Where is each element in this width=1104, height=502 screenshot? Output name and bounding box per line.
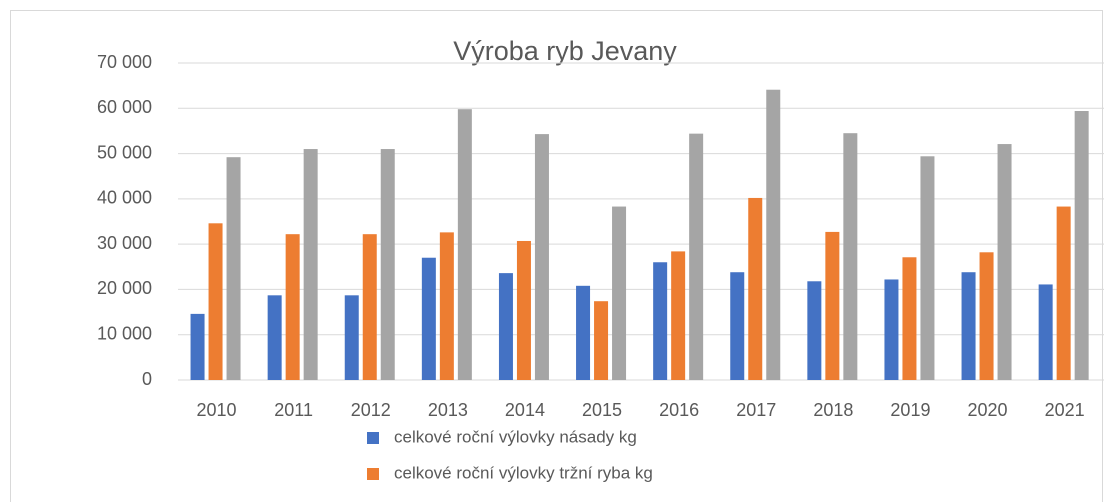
bar xyxy=(190,313,205,380)
bar xyxy=(498,273,513,380)
bar xyxy=(748,197,763,380)
bar xyxy=(285,234,300,380)
x-tick-label: 2011 xyxy=(274,400,313,420)
x-tick-label: 2018 xyxy=(813,400,853,420)
bar xyxy=(671,251,686,380)
x-tick-label: 2013 xyxy=(428,400,468,420)
x-tick-label: 2010 xyxy=(197,400,237,420)
bar xyxy=(1056,206,1071,380)
bar xyxy=(961,272,976,380)
bar xyxy=(979,252,994,380)
x-tick-label: 2017 xyxy=(736,400,776,420)
bar xyxy=(362,234,377,380)
bar xyxy=(807,281,822,380)
bar xyxy=(730,272,745,380)
y-tick-label: 20 000 xyxy=(97,278,152,298)
x-tick-label: 2020 xyxy=(968,400,1008,420)
legend-swatch xyxy=(367,432,379,444)
bar xyxy=(380,149,395,380)
legend-label: celkové roční výlovky násady kg xyxy=(394,427,637,446)
x-tick-label: 2015 xyxy=(582,400,622,420)
bar xyxy=(843,133,858,380)
bar xyxy=(997,144,1012,380)
y-tick-label: 30 000 xyxy=(97,233,152,253)
bar xyxy=(766,89,781,381)
bar xyxy=(1038,284,1053,380)
bar xyxy=(267,295,282,380)
bar xyxy=(439,232,454,380)
bar xyxy=(653,262,668,380)
bar xyxy=(689,133,704,380)
bar xyxy=(825,231,840,380)
y-tick-label: 70 000 xyxy=(97,52,152,72)
bar xyxy=(208,223,223,380)
bar xyxy=(612,206,627,380)
bar xyxy=(421,257,436,380)
bar xyxy=(576,285,591,380)
chart-title: Výroba ryb Jevany xyxy=(453,36,677,66)
bar xyxy=(303,149,318,380)
bar xyxy=(902,257,917,380)
bar xyxy=(226,157,241,380)
y-tick-label: 40 000 xyxy=(97,188,152,208)
bar xyxy=(884,279,899,380)
y-tick-label: 10 000 xyxy=(97,323,152,343)
y-tick-label: 50 000 xyxy=(97,142,152,162)
x-tick-label: 2014 xyxy=(505,400,545,420)
bar xyxy=(516,240,531,380)
legend-swatch xyxy=(367,468,379,480)
x-tick-label: 2012 xyxy=(351,400,391,420)
bar xyxy=(920,156,935,380)
x-tick-label: 2019 xyxy=(890,400,930,420)
bar xyxy=(457,109,472,380)
y-tick-label: 0 xyxy=(142,369,152,389)
y-tick-label: 60 000 xyxy=(97,97,152,117)
bar xyxy=(344,295,359,380)
bar xyxy=(534,134,549,380)
bar xyxy=(1074,111,1089,380)
x-tick-label: 2016 xyxy=(659,400,699,420)
bar xyxy=(594,301,609,380)
x-tick-label: 2021 xyxy=(1045,400,1085,420)
legend-label: celkové roční výlovky tržní ryba kg xyxy=(394,463,653,482)
